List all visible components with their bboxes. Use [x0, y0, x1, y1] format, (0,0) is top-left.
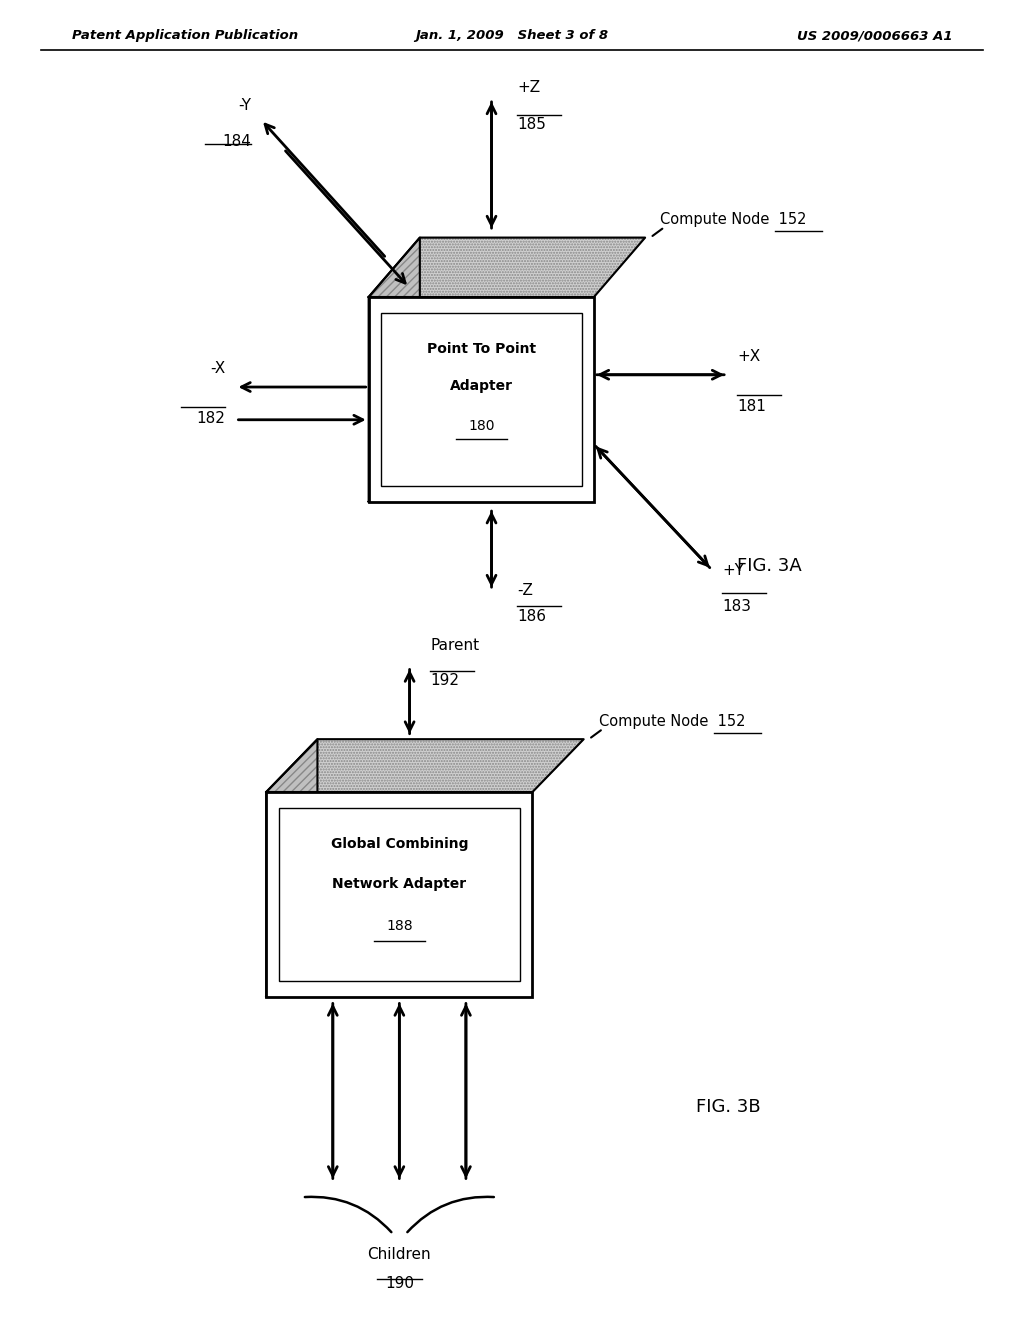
Text: Point To Point: Point To Point — [427, 342, 536, 356]
Text: 186: 186 — [517, 609, 546, 623]
Text: Network Adapter: Network Adapter — [333, 876, 466, 891]
Text: Patent Application Publication: Patent Application Publication — [72, 29, 298, 42]
Text: 182: 182 — [197, 411, 225, 426]
Bar — [369, 297, 594, 502]
Text: Jan. 1, 2009   Sheet 3 of 8: Jan. 1, 2009 Sheet 3 of 8 — [416, 29, 608, 42]
Text: 188: 188 — [386, 919, 413, 933]
Text: Compute Node  152: Compute Node 152 — [599, 714, 745, 729]
Text: FIG. 3A: FIG. 3A — [737, 557, 802, 576]
Text: -X: -X — [210, 362, 225, 376]
Text: Children: Children — [368, 1247, 431, 1262]
Text: 192: 192 — [430, 673, 459, 688]
Text: 184: 184 — [222, 133, 251, 149]
Text: Compute Node  152: Compute Node 152 — [660, 213, 807, 227]
Text: -Z: -Z — [517, 583, 534, 598]
Text: 180: 180 — [468, 418, 495, 433]
Text: 181: 181 — [737, 399, 766, 413]
Bar — [279, 808, 520, 981]
Bar — [266, 792, 532, 997]
Text: US 2009/0006663 A1: US 2009/0006663 A1 — [797, 29, 952, 42]
Text: FIG. 3B: FIG. 3B — [696, 1098, 761, 1117]
Text: -Y: -Y — [238, 98, 251, 114]
Text: 183: 183 — [722, 599, 751, 614]
Text: +X: +X — [737, 350, 761, 364]
Text: +Z: +Z — [517, 81, 541, 95]
Text: Global Combining: Global Combining — [331, 837, 468, 851]
Polygon shape — [369, 238, 645, 297]
Text: +Y: +Y — [722, 564, 743, 578]
Text: Adapter: Adapter — [450, 379, 513, 393]
Text: Parent: Parent — [430, 639, 479, 653]
Polygon shape — [266, 739, 584, 792]
Text: 190: 190 — [385, 1276, 414, 1291]
Text: 185: 185 — [517, 117, 546, 132]
Polygon shape — [266, 739, 317, 997]
Bar — [381, 313, 582, 486]
Polygon shape — [369, 238, 420, 502]
